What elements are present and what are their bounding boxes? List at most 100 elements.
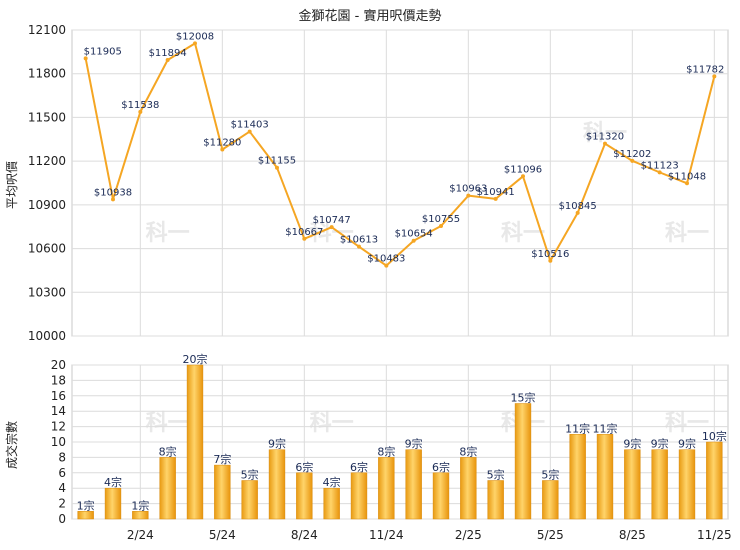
volume-data-label: 5宗 bbox=[241, 468, 259, 482]
volume-tick-label: 6 bbox=[58, 466, 66, 480]
watermark-text: 科一 bbox=[501, 221, 545, 246]
volume-bar bbox=[405, 449, 422, 520]
price-data-point bbox=[302, 236, 307, 241]
price-data-label: $10845 bbox=[559, 201, 597, 212]
volume-data-label: 15宗 bbox=[511, 391, 536, 405]
price-data-label: $11280 bbox=[203, 137, 241, 148]
volume-bar bbox=[268, 449, 286, 520]
volume-data-label: 11宗 bbox=[565, 421, 590, 435]
price-data-point bbox=[83, 56, 88, 61]
price-axis-label: 平均呎價 bbox=[5, 161, 19, 209]
price-data-point bbox=[630, 158, 635, 163]
month-tick-label: 2/25 bbox=[455, 528, 482, 542]
volume-data-label: 5宗 bbox=[487, 468, 505, 482]
volume-data-label: 20宗 bbox=[183, 352, 208, 366]
price-data-label: $11782 bbox=[686, 64, 724, 75]
volume-data-label: 8宗 bbox=[159, 444, 177, 458]
price-data-point bbox=[275, 165, 279, 170]
price-data-point bbox=[548, 258, 553, 263]
month-tick-label: 11/24 bbox=[369, 528, 404, 542]
volume-axis-label: 成交宗數 bbox=[4, 421, 19, 469]
volume-bar bbox=[132, 511, 149, 520]
price-data-label: $11894 bbox=[149, 48, 187, 59]
volume-bar bbox=[624, 449, 641, 520]
month-tick-label: 8/24 bbox=[291, 528, 318, 542]
price-tick-label: 10000 bbox=[28, 329, 66, 343]
price-data-label: $11096 bbox=[504, 164, 542, 175]
price-data-point bbox=[521, 174, 525, 179]
volume-bar bbox=[514, 403, 532, 520]
price-data-label: $11403 bbox=[231, 120, 269, 131]
price-data-label: $10654 bbox=[395, 229, 433, 240]
price-data-point bbox=[657, 170, 662, 175]
volume-tick-label: 12 bbox=[51, 420, 66, 434]
volume-data-label: 4宗 bbox=[323, 475, 341, 489]
volume-tick-label: 14 bbox=[51, 404, 66, 418]
volume-bar bbox=[651, 449, 668, 520]
price-data-point bbox=[193, 41, 197, 46]
volume-data-label: 11宗 bbox=[593, 421, 618, 435]
price-data-point bbox=[712, 74, 717, 79]
chart-title: 金獅花園 - 實用呎價走勢 bbox=[299, 8, 442, 24]
volume-data-label: 9宗 bbox=[651, 437, 669, 451]
price-data-label: $11123 bbox=[641, 160, 679, 171]
price-data-point bbox=[384, 263, 389, 268]
volume-data-label: 10宗 bbox=[702, 429, 727, 443]
volume-bar bbox=[460, 457, 477, 520]
price-tick-label: 11200 bbox=[28, 154, 66, 168]
volume-data-label: 9宗 bbox=[623, 437, 641, 451]
volume-bar bbox=[487, 480, 504, 520]
volume-bar bbox=[678, 449, 696, 520]
price-data-point bbox=[575, 210, 580, 215]
volume-bar bbox=[77, 511, 94, 520]
watermark-text: 科一 bbox=[146, 221, 190, 246]
price-data-label: $10941 bbox=[477, 187, 515, 198]
price-data-point bbox=[220, 147, 225, 152]
price-data-point bbox=[685, 181, 689, 186]
price-data-label: $10963 bbox=[449, 184, 487, 195]
price-data-point bbox=[603, 141, 607, 146]
price-data-label: $10667 bbox=[285, 227, 323, 238]
volume-bar bbox=[569, 434, 586, 520]
price-data-label: $11202 bbox=[613, 149, 651, 160]
volume-bar bbox=[186, 364, 204, 520]
month-tick-label: 5/24 bbox=[209, 528, 236, 542]
price-data-point bbox=[357, 244, 361, 249]
price-data-label: $11538 bbox=[121, 100, 159, 111]
volume-data-label: 8宗 bbox=[377, 444, 395, 458]
price-data-label: $11320 bbox=[586, 132, 624, 143]
price-data-point bbox=[493, 196, 498, 201]
volume-tick-label: 20 bbox=[51, 358, 66, 372]
volume-tick-label: 0 bbox=[58, 512, 66, 526]
price-data-label: $10483 bbox=[367, 254, 405, 265]
volume-data-label: 6宗 bbox=[432, 460, 450, 474]
volume-bar bbox=[378, 457, 395, 520]
price-data-label: $10755 bbox=[422, 214, 460, 225]
volume-tick-label: 2 bbox=[58, 497, 66, 511]
price-series-line bbox=[84, 42, 716, 267]
watermark-text: 科一 bbox=[146, 411, 190, 436]
volume-tick-label: 4 bbox=[58, 481, 66, 495]
volume-data-label: 7宗 bbox=[213, 452, 231, 466]
month-tick-label: 11/25 bbox=[697, 528, 732, 542]
price-data-point bbox=[111, 197, 115, 202]
volume-bar bbox=[432, 472, 450, 520]
volume-bar bbox=[104, 487, 122, 520]
watermark-text: 科一 bbox=[665, 221, 709, 246]
price-tick-label: 10300 bbox=[28, 285, 66, 299]
volume-tick-label: 8 bbox=[58, 450, 66, 464]
price-data-label: $10747 bbox=[313, 215, 351, 226]
month-tick-label: 2/24 bbox=[127, 528, 154, 542]
volume-bar bbox=[214, 464, 231, 520]
volume-bar bbox=[159, 457, 176, 520]
volume-bar bbox=[323, 487, 340, 520]
volume-data-label: 4宗 bbox=[104, 475, 122, 489]
volume-tick-label: 16 bbox=[51, 389, 66, 403]
volume-bar bbox=[241, 480, 258, 520]
price-tick-label: 12100 bbox=[28, 23, 66, 37]
volume-bar bbox=[706, 441, 723, 520]
price-tick-label: 11500 bbox=[28, 110, 66, 124]
volume-data-label: 5宗 bbox=[541, 468, 559, 482]
volume-data-label: 9宗 bbox=[678, 437, 696, 451]
